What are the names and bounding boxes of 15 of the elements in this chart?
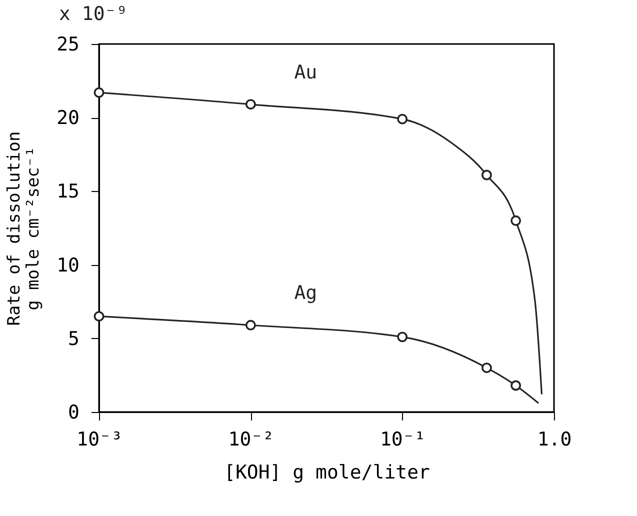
y-tick-label: 10 bbox=[56, 254, 80, 276]
y-tick-label: 15 bbox=[56, 180, 80, 203]
y-tick-label: 5 bbox=[68, 328, 80, 350]
y-tick-label: 0 bbox=[68, 402, 80, 424]
text: x 10⁻⁹ bbox=[59, 3, 128, 25]
y-tick-label: 25 bbox=[56, 34, 80, 56]
x-tick-label: 10⁻³ bbox=[76, 428, 122, 450]
x-tick-label: 1.0 bbox=[537, 428, 572, 450]
x-tick-label: 10⁻¹ bbox=[380, 428, 426, 450]
x-tick-label: 10⁻² bbox=[228, 428, 274, 450]
y-axis-title: Rate of dissolution g mole cm⁻²sec⁻¹ bbox=[4, 131, 44, 326]
x-axis-title: [KOH] g mole/liter bbox=[224, 462, 430, 484]
series-label: Ag bbox=[294, 282, 318, 304]
series-label: Au bbox=[294, 61, 318, 84]
y-tick-label: 20 bbox=[56, 107, 80, 130]
